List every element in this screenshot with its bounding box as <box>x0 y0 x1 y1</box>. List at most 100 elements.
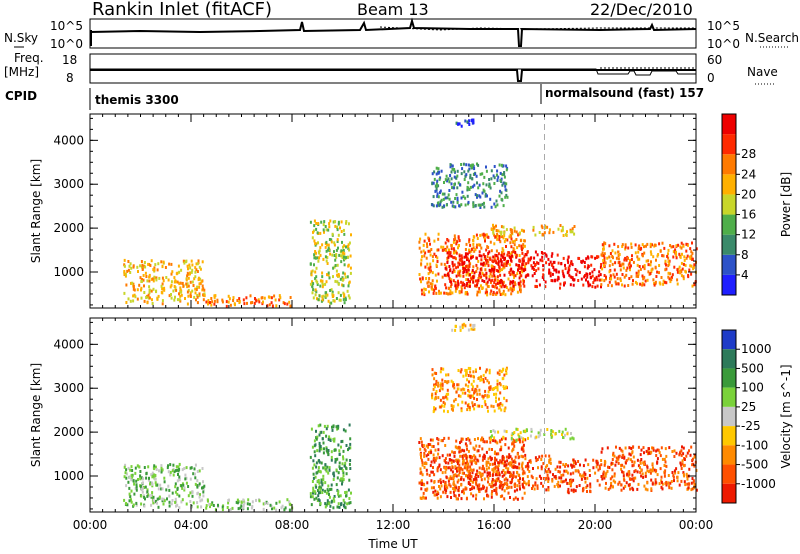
echo-cell <box>476 484 479 488</box>
echo-cell <box>317 424 320 428</box>
echo-cell <box>514 281 516 285</box>
echo-cell <box>609 486 612 490</box>
echo-cell <box>314 288 317 292</box>
echo-cell <box>457 467 460 471</box>
echo-cell <box>320 461 323 465</box>
echo-cell <box>519 290 522 294</box>
echo-cell <box>339 494 342 498</box>
echo-cell <box>522 443 525 447</box>
echo-cell <box>197 259 200 263</box>
echo-cell <box>324 291 327 295</box>
echo-cell <box>514 455 517 459</box>
echo-cell <box>660 479 663 483</box>
echo-cell <box>639 247 642 251</box>
echo-cell <box>468 283 471 287</box>
echo-cell <box>254 297 256 300</box>
cpid-segment-1: themis 3300 <box>95 93 179 107</box>
echo-cell <box>605 277 607 281</box>
echo-cell <box>611 475 614 479</box>
echo-cell <box>465 242 468 246</box>
echo-cell <box>448 477 451 481</box>
echo-cell <box>446 256 449 260</box>
echo-cell <box>600 475 603 478</box>
echo-cell <box>328 493 330 496</box>
echo-cell <box>142 481 144 485</box>
echo-cell <box>559 465 562 469</box>
echo-cell <box>534 481 537 485</box>
echo-cell <box>184 297 186 300</box>
echo-cell <box>477 203 480 207</box>
echo-cell <box>310 270 313 274</box>
echo-cell <box>490 279 493 283</box>
echo-cell <box>489 440 492 444</box>
echo-cell <box>324 255 327 259</box>
echo-cell <box>428 290 430 294</box>
echo-cell <box>343 272 346 276</box>
echo-cell <box>173 285 176 288</box>
echo-cell <box>146 301 149 305</box>
echo-cell <box>571 276 574 280</box>
echo-cell <box>314 270 317 274</box>
echo-cell <box>431 445 434 448</box>
echo-cell <box>425 468 428 472</box>
echo-cell <box>493 268 496 271</box>
echo-cell <box>630 275 633 279</box>
echo-cell <box>437 448 440 452</box>
echo-cell <box>463 170 466 174</box>
echo-cell <box>174 482 177 486</box>
echo-cell <box>435 204 438 208</box>
echo-cell <box>680 453 683 457</box>
echo-cell <box>484 400 487 404</box>
echo-cell <box>191 280 194 284</box>
echo-cell <box>309 495 312 499</box>
echo-cell <box>683 480 686 484</box>
echo-cell <box>338 453 341 456</box>
echo-cell <box>443 273 446 277</box>
echo-cell <box>603 463 606 467</box>
echo-cell <box>202 293 205 297</box>
echo-cell <box>649 245 652 249</box>
echo-cell <box>515 427 518 431</box>
echo-cell <box>341 482 343 486</box>
echo-cell <box>642 265 644 269</box>
echo-cell <box>643 267 646 271</box>
echo-cell <box>312 489 315 493</box>
echo-cell <box>496 382 499 386</box>
echo-cell <box>440 439 443 443</box>
echo-cell <box>486 471 489 475</box>
echo-cell <box>679 461 682 465</box>
echo-cell <box>494 456 496 460</box>
echo-cell <box>455 474 458 478</box>
echo-cell <box>314 454 317 458</box>
echo-cell <box>503 462 506 466</box>
echo-cell <box>457 473 460 477</box>
echo-cell <box>472 201 475 205</box>
echo-cell <box>348 501 351 505</box>
echo-cell <box>680 274 683 278</box>
echo-cell <box>574 489 577 493</box>
echo-cell <box>453 487 456 491</box>
echo-cell <box>207 499 209 503</box>
echo-cell <box>464 292 467 296</box>
echo-cell <box>185 466 188 470</box>
echo-cell <box>478 290 481 294</box>
echo-cell <box>558 429 561 433</box>
echo-cell <box>242 298 245 302</box>
echo-cell <box>676 479 679 483</box>
echo-cell <box>521 440 524 444</box>
echo-cell <box>587 284 590 288</box>
echo-cell <box>487 264 490 268</box>
echo-cell <box>588 474 591 477</box>
echo-cell <box>140 476 143 480</box>
echo-cell <box>622 474 625 478</box>
echo-cell <box>315 227 318 231</box>
colorbar-segment <box>722 426 736 446</box>
echo-cell <box>468 250 471 254</box>
echo-cell <box>517 268 519 272</box>
echo-cell <box>211 501 214 505</box>
echo-cell <box>516 246 519 250</box>
echo-cell <box>565 233 567 237</box>
echo-cell <box>179 290 182 294</box>
echo-cell <box>497 464 500 468</box>
echo-cell <box>651 446 653 450</box>
